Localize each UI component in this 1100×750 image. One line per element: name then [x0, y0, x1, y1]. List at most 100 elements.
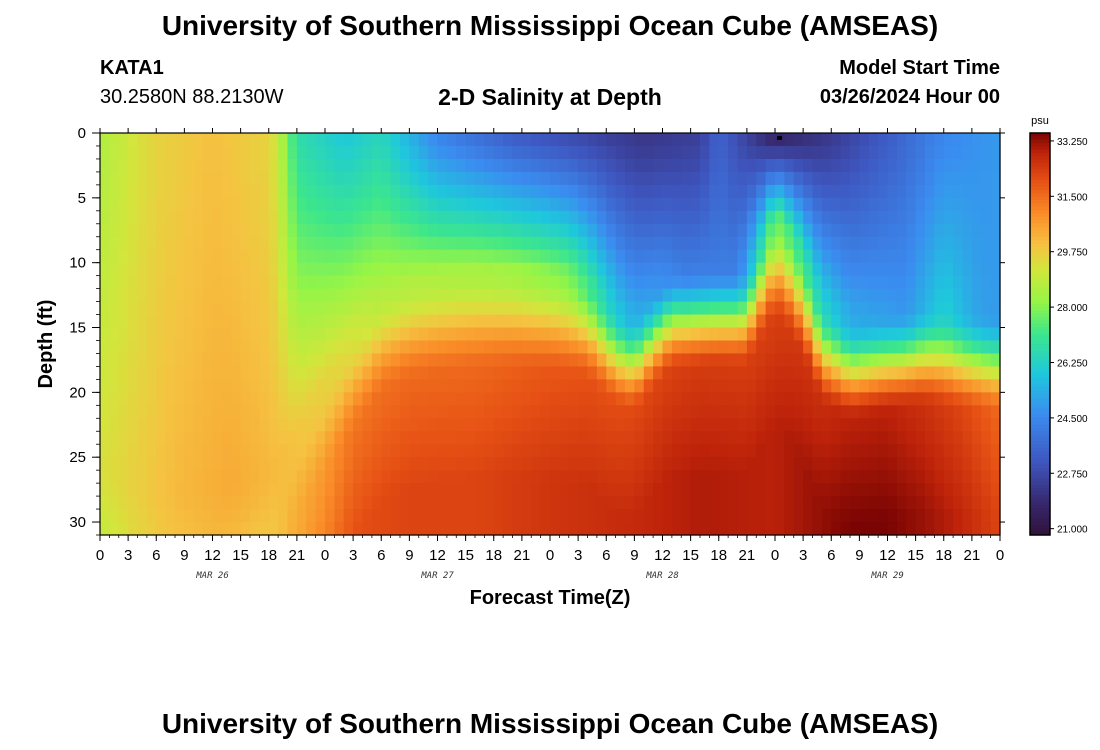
heatmap-cell [606, 340, 617, 355]
heatmap-cell [118, 353, 129, 368]
heatmap-cell [484, 431, 495, 445]
heatmap-cell [287, 171, 298, 186]
heatmap-cell [400, 470, 410, 484]
heatmap-cell [353, 197, 364, 212]
heatmap-cell [868, 210, 879, 225]
heatmap-cell [990, 210, 1001, 225]
heatmap-cell [943, 327, 954, 342]
heatmap-cell [278, 210, 289, 225]
heatmap-cell [437, 288, 448, 303]
heatmap-cell [606, 210, 617, 225]
heatmap-cell [831, 496, 842, 510]
heatmap-cell [381, 288, 392, 303]
heatmap-cell [850, 509, 860, 523]
heatmap-cell [371, 457, 382, 471]
heatmap-cell [615, 353, 626, 368]
heatmap-cell [381, 275, 392, 290]
heatmap-cell [775, 301, 785, 316]
heatmap-cell [184, 353, 195, 368]
heatmap-cell [193, 483, 204, 497]
colorbar-segment [1030, 166, 1050, 171]
heatmap-cell [906, 405, 917, 419]
heatmap-cell [418, 197, 429, 212]
heatmap-cell [550, 392, 560, 406]
heatmap-cell [409, 431, 420, 445]
heatmap-cell [718, 223, 729, 238]
heatmap-cell [643, 379, 654, 393]
colorbar-unit: psu [1031, 115, 1049, 127]
heatmap-cell [634, 444, 645, 458]
heatmap-cell [268, 145, 279, 160]
heatmap-cell [343, 197, 354, 212]
heatmap-cell [465, 353, 476, 368]
heatmap-cell [362, 431, 373, 445]
heatmap-cell [587, 496, 598, 510]
heatmap-cell [615, 275, 626, 290]
heatmap-cell [362, 210, 373, 225]
y-axis-label: Depth (ft) [35, 300, 57, 389]
heatmap-cell [756, 379, 767, 393]
heatmap-cell [203, 418, 214, 432]
heatmap-cell [456, 405, 467, 419]
heatmap-cell [700, 340, 710, 355]
heatmap-cell [625, 340, 635, 355]
heatmap-cell [737, 288, 748, 303]
heatmap-cell [512, 288, 523, 303]
heatmap-cell [953, 379, 964, 393]
heatmap-cell [765, 496, 776, 510]
heatmap-cell [156, 457, 167, 471]
colorbar-segment [1030, 387, 1050, 392]
heatmap-cell [990, 288, 1001, 303]
heatmap-cell [896, 314, 907, 329]
heatmap-cell [859, 353, 870, 368]
heatmap-cell [812, 184, 823, 199]
heatmap-cell [437, 457, 448, 471]
heatmap-cell [231, 353, 242, 368]
heatmap-cell [981, 184, 992, 199]
heatmap-cell [906, 392, 917, 406]
heatmap-cell [100, 444, 110, 458]
heatmap-cell [821, 431, 832, 445]
heatmap-cell [700, 301, 710, 316]
heatmap-cell [653, 522, 664, 536]
heatmap-cell [671, 223, 682, 238]
heatmap-cell [756, 392, 767, 406]
heatmap-cell [606, 158, 617, 173]
heatmap-cell [925, 366, 935, 380]
heatmap-cell [793, 314, 804, 329]
heatmap-cell [353, 171, 364, 186]
heatmap-cell [165, 158, 176, 173]
heatmap-cell [765, 223, 776, 238]
heatmap-cell [671, 314, 682, 329]
heatmap-cell [981, 340, 992, 355]
heatmap-cell [268, 184, 279, 199]
heatmap-cell [765, 431, 776, 445]
heatmap-cell [296, 470, 307, 484]
heatmap-cell [550, 379, 560, 393]
heatmap-cell [465, 457, 476, 471]
heatmap-cell [896, 327, 907, 342]
heatmap-cell [437, 145, 448, 160]
heatmap-cell [146, 483, 157, 497]
heatmap-cell [343, 301, 354, 316]
heatmap-cell [896, 522, 907, 536]
heatmap-cell [268, 483, 279, 497]
heatmap-cell [165, 405, 176, 419]
heatmap-cell [540, 223, 551, 238]
heatmap-cell [428, 314, 439, 329]
heatmap-cell [587, 366, 598, 380]
heatmap-cell [259, 509, 270, 523]
heatmap-cell [437, 431, 448, 445]
heatmap-cell [156, 158, 167, 173]
heatmap-cell [718, 158, 729, 173]
heatmap-cell [606, 496, 617, 510]
heatmap-cell [437, 249, 448, 264]
heatmap-cell [418, 431, 429, 445]
heatmap-cell [484, 340, 495, 355]
heatmap-cell [540, 275, 551, 290]
heatmap-cell [850, 288, 860, 303]
heatmap-cell [278, 444, 289, 458]
heatmap-cell [615, 236, 626, 251]
heatmap-cell [681, 366, 692, 380]
heatmap-cell [653, 275, 664, 290]
